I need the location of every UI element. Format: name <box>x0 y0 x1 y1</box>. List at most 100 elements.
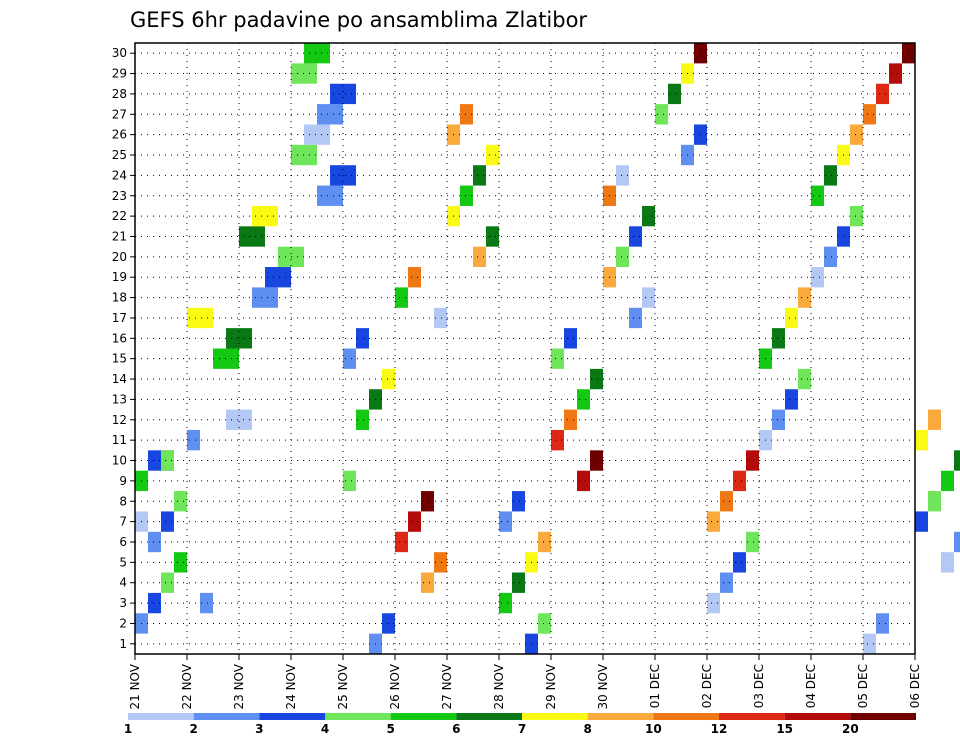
x-tick-label: 22 NOV <box>180 663 194 709</box>
heatmap-cell <box>330 83 356 105</box>
heatmap-cell <box>460 185 473 206</box>
x-tick-label: 06 DEC <box>908 664 922 708</box>
color-legend: 1 2 3 4 5 6 7 8 10 12 15 20 <box>124 713 916 736</box>
y-tick-label: 4 <box>119 576 127 590</box>
legend-swatch <box>456 713 522 720</box>
heatmap-cell <box>850 124 863 145</box>
heatmap-cell <box>512 572 525 593</box>
heatmap-cell <box>382 368 395 390</box>
x-tick-label: 21 NOV <box>128 663 142 709</box>
y-tick-label: 26 <box>112 128 127 142</box>
heatmap-cell <box>499 511 512 532</box>
y-tick-label: 21 <box>112 229 127 243</box>
legend-label: 3 <box>255 722 263 736</box>
x-axis: 21 NOV 22 NOV 23 NOV 24 NOV 25 NOV 26 NOV 27 N… <box>128 654 922 710</box>
heatmap-cell <box>824 165 837 186</box>
x-tick-label: 04 DEC <box>804 664 818 708</box>
y-tick-label: 2 <box>119 616 127 630</box>
heatmap-cell <box>889 63 902 84</box>
heatmap-cell <box>863 104 876 125</box>
x-tick-label: 29 NOV <box>544 663 558 709</box>
grid-lines <box>135 43 915 654</box>
chart-title: GEFS 6hr padavine po ansamblima Zlatibor <box>130 8 587 32</box>
heatmap-cell <box>174 491 187 512</box>
y-tick-label: 5 <box>119 555 127 569</box>
heatmap-cell <box>239 226 265 247</box>
heatmap-cell <box>304 124 330 145</box>
heatmap-cell <box>798 287 811 308</box>
legend-swatch <box>719 713 785 720</box>
heatmap-cell <box>356 409 369 430</box>
heatmap-cell <box>785 307 798 329</box>
heatmap-cell <box>798 368 811 390</box>
heatmap-cell <box>642 205 655 227</box>
y-tick-label: 27 <box>112 107 127 121</box>
legend-label: 15 <box>776 722 793 736</box>
heatmap-cell <box>473 246 486 268</box>
heatmap-cell <box>161 511 174 532</box>
legend-swatch <box>850 713 916 720</box>
heatmap-cell <box>668 83 681 105</box>
legend-swatch <box>390 713 457 720</box>
heatmap-cell <box>564 328 577 349</box>
heatmap-cell <box>876 83 889 105</box>
heatmap-cell <box>928 491 941 512</box>
heatmap-cell <box>187 429 200 451</box>
heatmap-cell <box>616 246 629 268</box>
heatmap-cells <box>135 43 960 654</box>
heatmap-cell <box>876 613 889 634</box>
y-tick-label: 18 <box>112 291 127 305</box>
heatmap-cell <box>629 307 642 329</box>
heatmap-cell <box>265 267 291 288</box>
heatmap-cell <box>720 572 733 593</box>
x-tick-label: 23 NOV <box>232 663 246 709</box>
heatmap-cell <box>408 267 421 288</box>
heatmap-cell <box>486 226 499 247</box>
y-tick-label: 9 <box>119 474 127 488</box>
x-tick-label: 02 DEC <box>700 664 714 708</box>
y-tick-label: 11 <box>112 433 127 447</box>
legend-label: 7 <box>518 722 526 736</box>
y-tick-label: 10 <box>112 454 127 468</box>
heatmap-cell <box>720 491 733 512</box>
y-tick-label: 22 <box>112 209 127 223</box>
heatmap-cell <box>954 531 960 553</box>
y-tick-label: 28 <box>112 87 127 101</box>
heatmap-cell <box>343 348 356 369</box>
x-tick-label: 05 DEC <box>856 664 870 708</box>
heatmap-cell <box>915 429 928 451</box>
heatmap-cell <box>694 43 707 64</box>
legend-swatch <box>193 713 260 720</box>
legend-swatch <box>128 713 194 720</box>
heatmap-cell <box>772 328 785 349</box>
heatmap-cell <box>226 328 252 349</box>
heatmap-cell <box>915 511 928 532</box>
heatmap-cell <box>382 613 395 634</box>
legend-swatch <box>784 713 851 720</box>
y-tick-label: 6 <box>119 535 127 549</box>
x-tick-label: 27 NOV <box>440 663 454 709</box>
heatmap-cell <box>252 287 278 308</box>
heatmap-cell <box>395 531 408 553</box>
heatmap-cell <box>499 592 512 614</box>
heatmap-cell <box>564 409 577 430</box>
x-tick-label: 25 NOV <box>336 663 350 709</box>
heatmap-cell <box>746 531 759 553</box>
y-tick-label: 14 <box>112 372 127 386</box>
legend-label: 2 <box>189 722 197 736</box>
legend-label: 6 <box>452 722 460 736</box>
heatmap-cell <box>473 165 486 186</box>
heatmap-cell <box>616 165 629 186</box>
heatmap-cell <box>551 348 564 369</box>
heatmap-cell <box>941 552 954 573</box>
heatmap-cell <box>187 307 213 329</box>
heatmap-cell <box>200 592 213 614</box>
y-tick-label: 24 <box>112 168 127 182</box>
heatmap-cell <box>941 470 954 492</box>
heatmap-cell <box>356 328 369 349</box>
heatmap-cell <box>343 470 356 492</box>
heatmap-cell <box>707 592 720 614</box>
x-tick-label: 03 DEC <box>752 664 766 708</box>
heatmap-cell <box>590 368 603 390</box>
heatmap-cell <box>733 552 746 573</box>
